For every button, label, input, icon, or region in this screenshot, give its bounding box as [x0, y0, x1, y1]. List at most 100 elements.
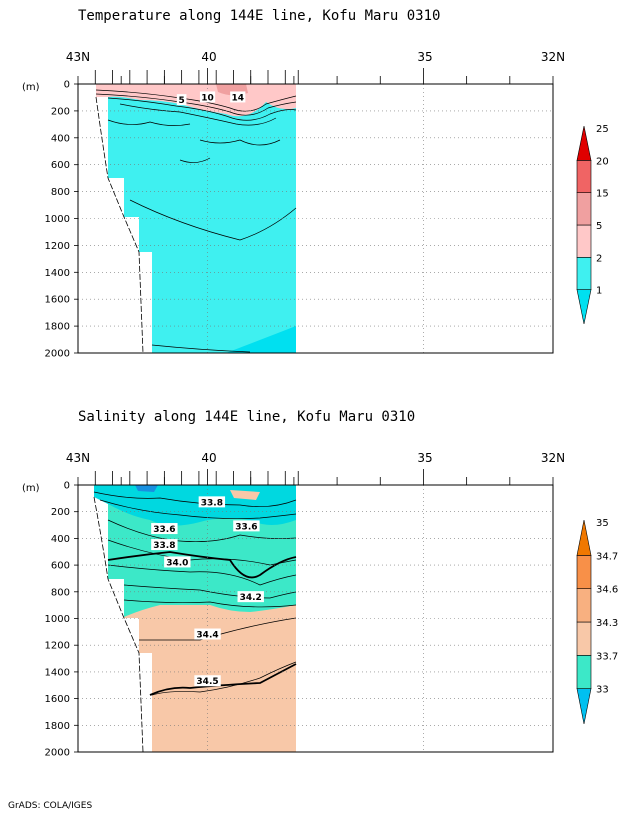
- sal-ytick-label: 800: [51, 587, 70, 598]
- sal-ytick-label: 600: [51, 561, 70, 572]
- temp-colorbar-swatch: [576, 125, 592, 161]
- sal-contour-label: 34.4: [196, 631, 218, 641]
- temp-ytick-label: 400: [51, 133, 70, 144]
- temp-ytick-label: 1000: [45, 214, 70, 225]
- sal-ytick-label: 1600: [45, 694, 70, 705]
- sal-contour-label-bg: [194, 628, 221, 640]
- sal-colorbar-label: 34.3: [596, 618, 618, 629]
- sal-contour-label-bg: [233, 520, 260, 532]
- temp-bottom-topography-line: [95, 96, 144, 354]
- temp-ytick-label: 200: [51, 106, 70, 117]
- sal-contour-label-bg: [164, 556, 191, 568]
- sal-contour-label-bg: [198, 496, 226, 508]
- sal-ytick-label: 200: [51, 507, 70, 518]
- temp-colorbar-swatch: [576, 257, 592, 290]
- sal-contour-label-bg: [151, 523, 178, 535]
- temp-surface-contours: [95, 89, 297, 353]
- sal-contour-label: 33.8: [201, 498, 223, 508]
- temp-y-axis: 0 200 400 600 800 1000 1200 1400 1600 1800 2000: [45, 80, 78, 360]
- temp-xtick-40: 40: [201, 50, 216, 64]
- sal-colorbar-swatch: [576, 655, 592, 689]
- sal-colorbar-swatch: [576, 688, 592, 725]
- sal-surface-high-patch: [230, 490, 260, 500]
- sal-gridlines: [78, 485, 553, 752]
- sal-colorbar-swatch: [576, 555, 592, 589]
- sal-xtick-32n: 32N: [541, 451, 565, 465]
- sal-contour-label: 33.8: [153, 541, 175, 551]
- footer-credit: GrADS: COLA/IGES: [8, 801, 92, 811]
- temp-colorbar-swatch: [576, 192, 592, 226]
- sal-ytick-label: 0: [64, 481, 70, 492]
- sal-xtick-40: 40: [201, 451, 216, 465]
- sal-colorbar: 33 33.7 34.3 34.6 34.7 35: [576, 518, 618, 725]
- temp-colorbar-label: 15: [596, 189, 609, 200]
- sal-xtick-35: 35: [417, 451, 432, 465]
- temp-colorbar-swatch: [576, 224, 592, 258]
- sal-ytick-label: 2000: [45, 748, 70, 759]
- temp-xtick-43n: 43N: [66, 50, 90, 64]
- sal-colorbar-label: 35: [596, 518, 609, 529]
- sal-bottom-topography-line: [93, 496, 144, 753]
- sal-surface-low-patch: [135, 485, 158, 492]
- salinity-title: Salinity along 144E line, Kofu Maru 0310: [78, 409, 415, 425]
- temp-ytick-label: 2000: [45, 349, 70, 360]
- temp-plot-frame: [77, 83, 554, 354]
- sal-colorbar-label: 34.7: [596, 551, 618, 562]
- sal-station-ticks: [77, 469, 554, 485]
- sal-ytick-label: 400: [51, 534, 70, 545]
- temp-xtick-35: 35: [417, 50, 432, 64]
- sal-plot-frame: [77, 484, 554, 753]
- sal-contour-label: 33.6: [153, 525, 175, 535]
- sal-contour-label-bg: [151, 539, 178, 551]
- temp-colorbar-label: 1: [596, 286, 602, 297]
- sal-contour-34-5: [149, 663, 297, 696]
- temp-contour-label: 10: [201, 93, 214, 103]
- sal-contour-label: 33.6: [235, 522, 257, 532]
- sal-ytick-label: 1800: [45, 721, 70, 732]
- temp-bottom-cold-fill: [226, 326, 296, 353]
- sal-colorbar-label: 34.6: [596, 585, 618, 596]
- temp-contour-labels: 10 14 5: [176, 91, 246, 106]
- temp-station-ticks: [77, 68, 554, 84]
- sal-contour-34-0: [107, 551, 297, 579]
- sal-colorbar-label: 33: [596, 685, 609, 696]
- temp-colorbar-label: 25: [596, 124, 609, 135]
- sal-colorbar-label: 33.7: [596, 651, 618, 662]
- temp-ytick-label: 1200: [45, 241, 70, 252]
- sal-contour-label: 34.2: [240, 593, 262, 603]
- sal-ytick-label: 1000: [45, 614, 70, 625]
- temp-colorbar-label: 5: [596, 221, 602, 232]
- temp-contour-label-bg: [230, 91, 246, 103]
- sal-contour-label-bg: [237, 591, 264, 603]
- temp-ytick-label: 0: [64, 80, 70, 91]
- sal-y-unit: (m): [22, 483, 40, 494]
- temp-colorbar-swatch: [576, 289, 592, 325]
- temp-xtick-32n: 32N: [541, 50, 565, 64]
- temperature-title: Temperature along 144E line, Kofu Maru 0…: [78, 8, 440, 24]
- sal-contour-label-bg: [194, 675, 221, 687]
- temperature-panel: Temperature along 144E line, Kofu Maru 0…: [22, 8, 609, 360]
- sal-colorbar-swatch: [576, 588, 592, 623]
- temp-contour-label: 5: [179, 96, 185, 106]
- sal-contour-label: 34.5: [196, 677, 218, 687]
- sal-xtick-43n: 43N: [66, 451, 90, 465]
- salinity-panel: Salinity along 144E line, Kofu Maru 0310…: [22, 409, 618, 759]
- sal-contour-labels: 33.8 33.6 33.6 33.8 34.0 34.2 34.4 34.5: [151, 496, 264, 687]
- temp-ytick-label: 800: [51, 187, 70, 198]
- sal-ytick-label: 1200: [45, 641, 70, 652]
- sal-colorbar-swatch: [576, 621, 592, 656]
- temp-ytick-label: 1600: [45, 295, 70, 306]
- temp-gridlines: [78, 84, 553, 353]
- temp-contour-label-bg: [199, 91, 216, 103]
- sal-colorbar-swatch: [576, 519, 592, 556]
- temp-deep-water-fill: [96, 86, 296, 353]
- temp-y-unit: (m): [22, 82, 40, 93]
- sal-contour-label: 34.0: [166, 558, 188, 568]
- temp-colorbar-swatch: [576, 160, 592, 193]
- temp-contour-label-bg: [176, 94, 187, 106]
- temp-contour-label: 14: [232, 93, 245, 103]
- temp-ytick-label: 1800: [45, 322, 70, 333]
- temp-ytick-label: 1400: [45, 268, 70, 279]
